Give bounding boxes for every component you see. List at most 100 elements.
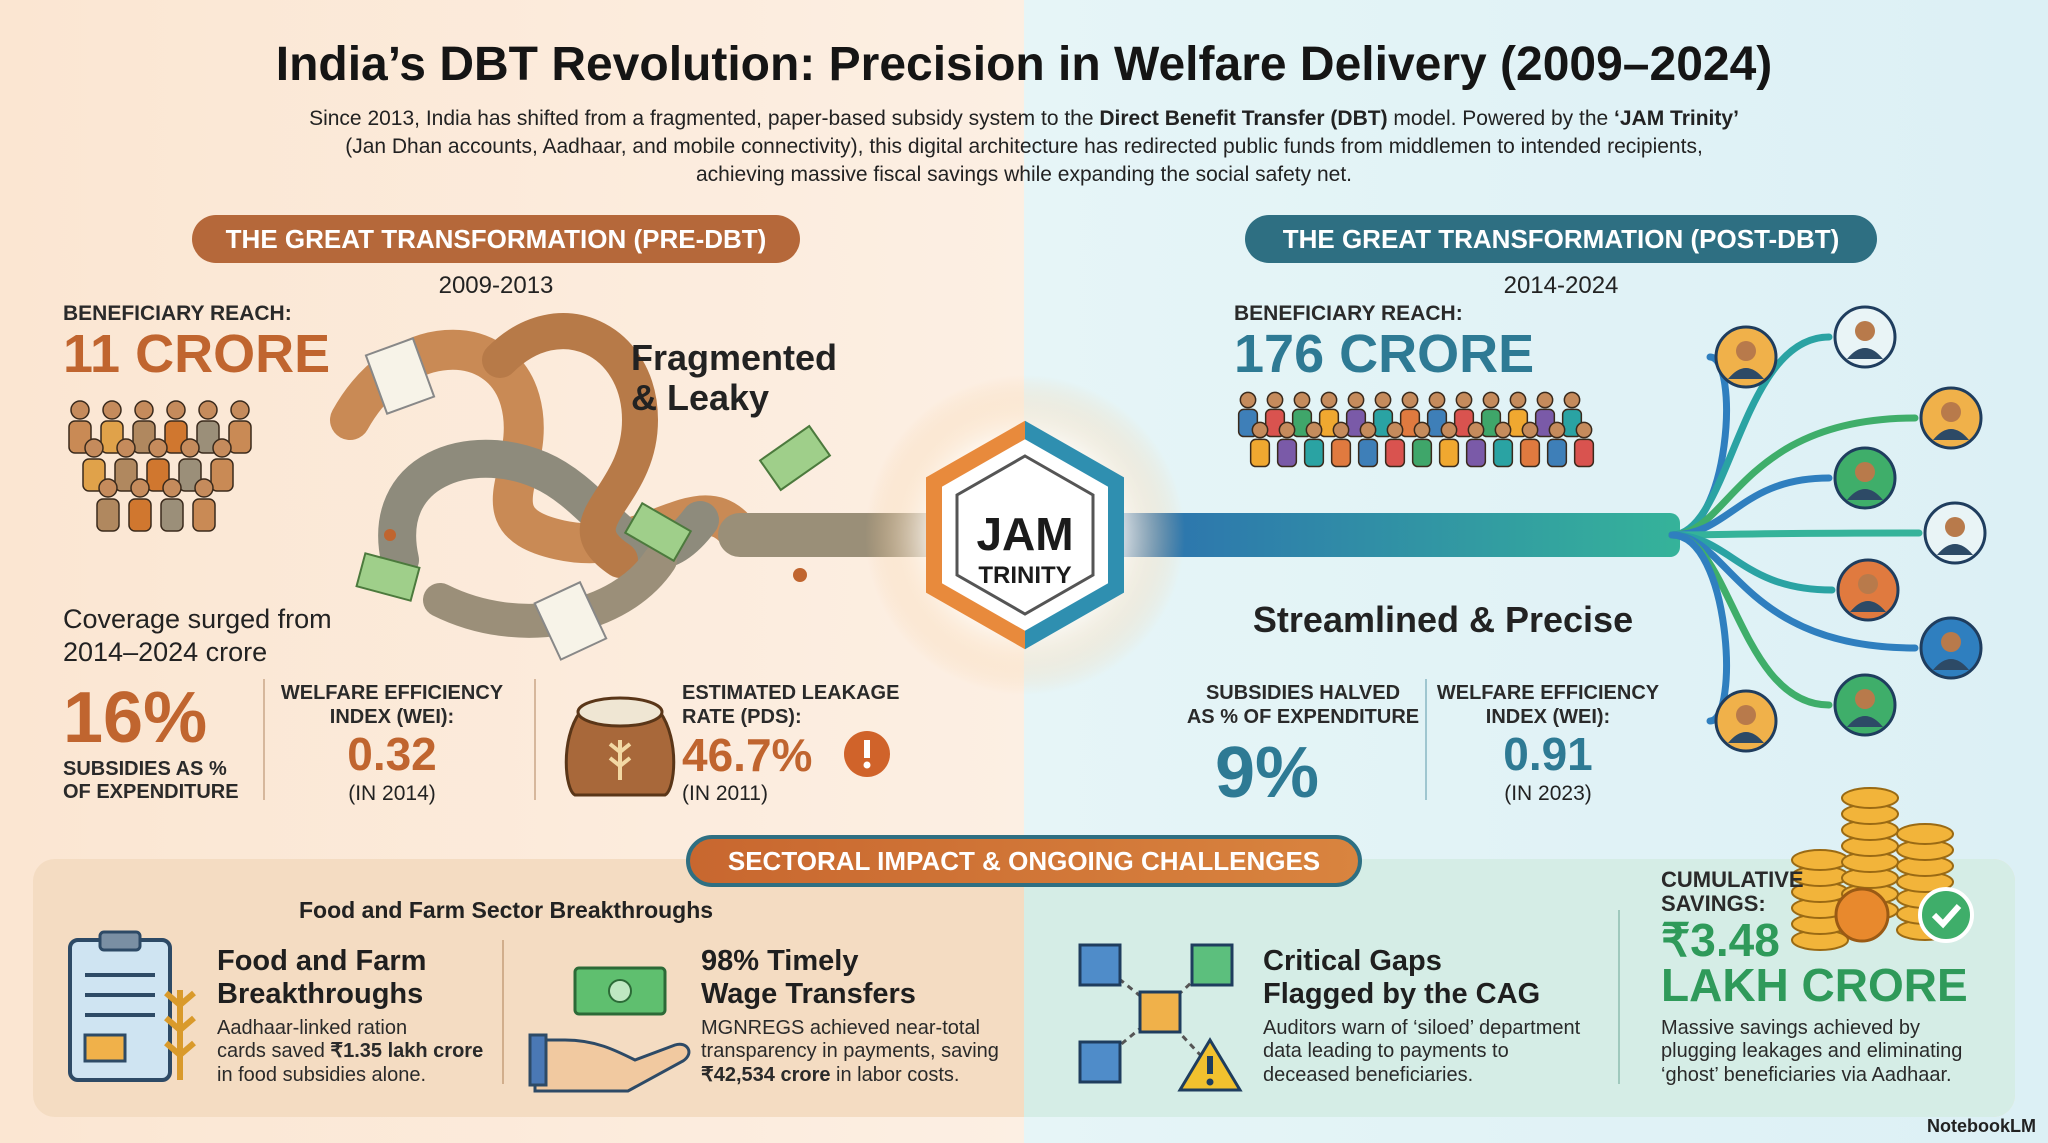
card-title: Wage Transfers — [701, 978, 916, 1010]
crowd-icon-part — [192, 498, 216, 532]
crowd-icon-part — [146, 458, 170, 492]
intro-bold: ‘JAM Trinity’ — [1614, 107, 1739, 130]
leaky-pipes-part — [533, 580, 608, 661]
crowd-icon-part — [1494, 421, 1512, 439]
wage-icon-part — [528, 1033, 548, 1087]
crowd-icon-part — [1386, 421, 1404, 439]
branch-lines — [1668, 333, 1923, 725]
tagline: & Leaky — [631, 377, 769, 418]
crowd-icon-part — [1293, 391, 1311, 409]
coins-icon-part — [1896, 823, 1954, 845]
sectoral-banner-part — [686, 835, 1362, 887]
crowd-icon-part — [1492, 438, 1514, 468]
title: India’s DBT Revolution: Precision in Wel… — [276, 38, 1773, 91]
crowd-icon-part — [128, 498, 152, 532]
crowd-icon-part — [210, 458, 234, 492]
leaky-pipes-part — [364, 337, 436, 415]
crowd-icon-part — [134, 400, 154, 420]
wage-icon-part — [608, 979, 632, 1003]
clipboard-icon — [68, 930, 196, 1082]
savings-body: ‘ghost’ beneficiaries via Aadhaar. — [1661, 1064, 1952, 1086]
crowd-icon-part — [1521, 421, 1539, 439]
body-bold: ₹42,534 crore — [701, 1064, 830, 1086]
crowd-icon-part — [1276, 438, 1298, 468]
card-title: Food and Farm — [217, 945, 426, 977]
network-icon-part — [1206, 1078, 1214, 1086]
beneficiary-avatar-part — [1736, 341, 1756, 361]
crowd-icon-part — [228, 420, 252, 454]
beneficiary-avatar — [1714, 305, 1987, 753]
card-body: deceased beneficiaries. — [1263, 1064, 1473, 1086]
crowd-icon-part — [1548, 421, 1566, 439]
leaky-pipes-part — [482, 313, 659, 578]
crowd-icon-part — [1305, 421, 1323, 439]
jam-hub — [865, 375, 1185, 695]
network-icon-part — [1207, 1056, 1213, 1074]
stat-label: INDEX (WEI): — [330, 706, 454, 728]
crowd-icon-part — [1303, 438, 1325, 468]
warning-icon-part — [863, 761, 871, 769]
crowd-icon-part — [102, 400, 122, 420]
crowd-icon-part — [84, 438, 104, 458]
leaky-pipes-part — [355, 552, 421, 602]
crowd-icon-part — [194, 478, 214, 498]
leaky-pipes-part — [384, 529, 396, 541]
beneficiary-avatar-part — [1933, 659, 1969, 670]
beneficiary-avatar-part — [1855, 462, 1875, 482]
beneficiary-avatar-part — [1736, 705, 1756, 725]
crowd-icon-part — [178, 458, 202, 492]
beneficiary-avatar-part — [1728, 732, 1764, 743]
beneficiary-avatar-part — [1941, 402, 1961, 422]
card-body: cards saved ₹1.35 lakh crore — [217, 1040, 483, 1062]
card-title: 98% Timely — [701, 945, 858, 977]
crowd-icon-part — [160, 498, 184, 532]
crowd-icon-part — [148, 438, 168, 458]
crowd-icon-part — [1573, 438, 1595, 468]
grain-sack-icon — [564, 696, 676, 797]
crowd-icon-part — [166, 400, 186, 420]
stat-label: RATE (PDS): — [682, 706, 802, 728]
crowd-icon-part — [96, 498, 120, 532]
crowd-icon-part — [1465, 438, 1487, 468]
crowd-icon-part — [1384, 438, 1406, 468]
banner-text: THE GREAT TRANSFORMATION (PRE-DBT) — [226, 224, 767, 254]
branch-lines-part — [1668, 333, 1833, 539]
body-text: in labor costs. — [830, 1064, 959, 1086]
crowd-icon-part — [1428, 391, 1446, 409]
crowd-icon-part — [1320, 391, 1338, 409]
intro-text: model. Powered by the — [1388, 107, 1614, 130]
crowd-icon-part — [1374, 391, 1392, 409]
post-banner: THE GREAT TRANSFORMATION (POST-DBT) — [1245, 215, 1877, 263]
savings-body: plugging leakages and eliminating — [1661, 1040, 1962, 1062]
reach-value: 176 CRORE — [1234, 324, 1534, 384]
warning-icon-part — [864, 740, 870, 758]
coins-icon-part — [1931, 904, 1962, 929]
crowd-icon-part — [98, 478, 118, 498]
wage-icon-part — [533, 1038, 691, 1093]
crowd-icon-part — [1332, 421, 1350, 439]
footer: NotebookLM — [1927, 1116, 2036, 1136]
pre-banner: THE GREAT TRANSFORMATION (PRE-DBT) — [192, 215, 800, 263]
coins-icon — [1791, 787, 1974, 951]
crowd-icon — [1237, 391, 1595, 468]
bottom-panel-part — [1024, 859, 2015, 1117]
coins-icon-part — [1841, 787, 1899, 809]
leaky-pipes-part — [623, 501, 693, 563]
reach-value: 11 CRORE — [63, 324, 330, 384]
crowd-icon-part — [130, 478, 150, 498]
stat-label: SUBSIDIES AS % — [63, 758, 227, 780]
sectoral-banner: SECTORAL IMPACT & ONGOING CHALLENGES — [686, 835, 1362, 887]
intro-text: Since 2013, India has shifted from a fra… — [309, 107, 1099, 130]
card-body: transparency in payments, saving — [701, 1040, 999, 1062]
crowd-icon-part — [1266, 391, 1284, 409]
crowd-icon-part — [1509, 391, 1527, 409]
network-icon-part — [1078, 943, 1122, 987]
branch-lines-part — [1668, 529, 1923, 539]
intro-line: achieving massive fiscal savings while e… — [696, 163, 1352, 186]
crowd-icon-part — [1467, 421, 1485, 439]
card-title: Critical Gaps — [1263, 945, 1442, 977]
crowd-icon-part — [1563, 391, 1581, 409]
digital-pipe — [1110, 513, 1680, 557]
stat-value: 9% — [1215, 733, 1319, 813]
